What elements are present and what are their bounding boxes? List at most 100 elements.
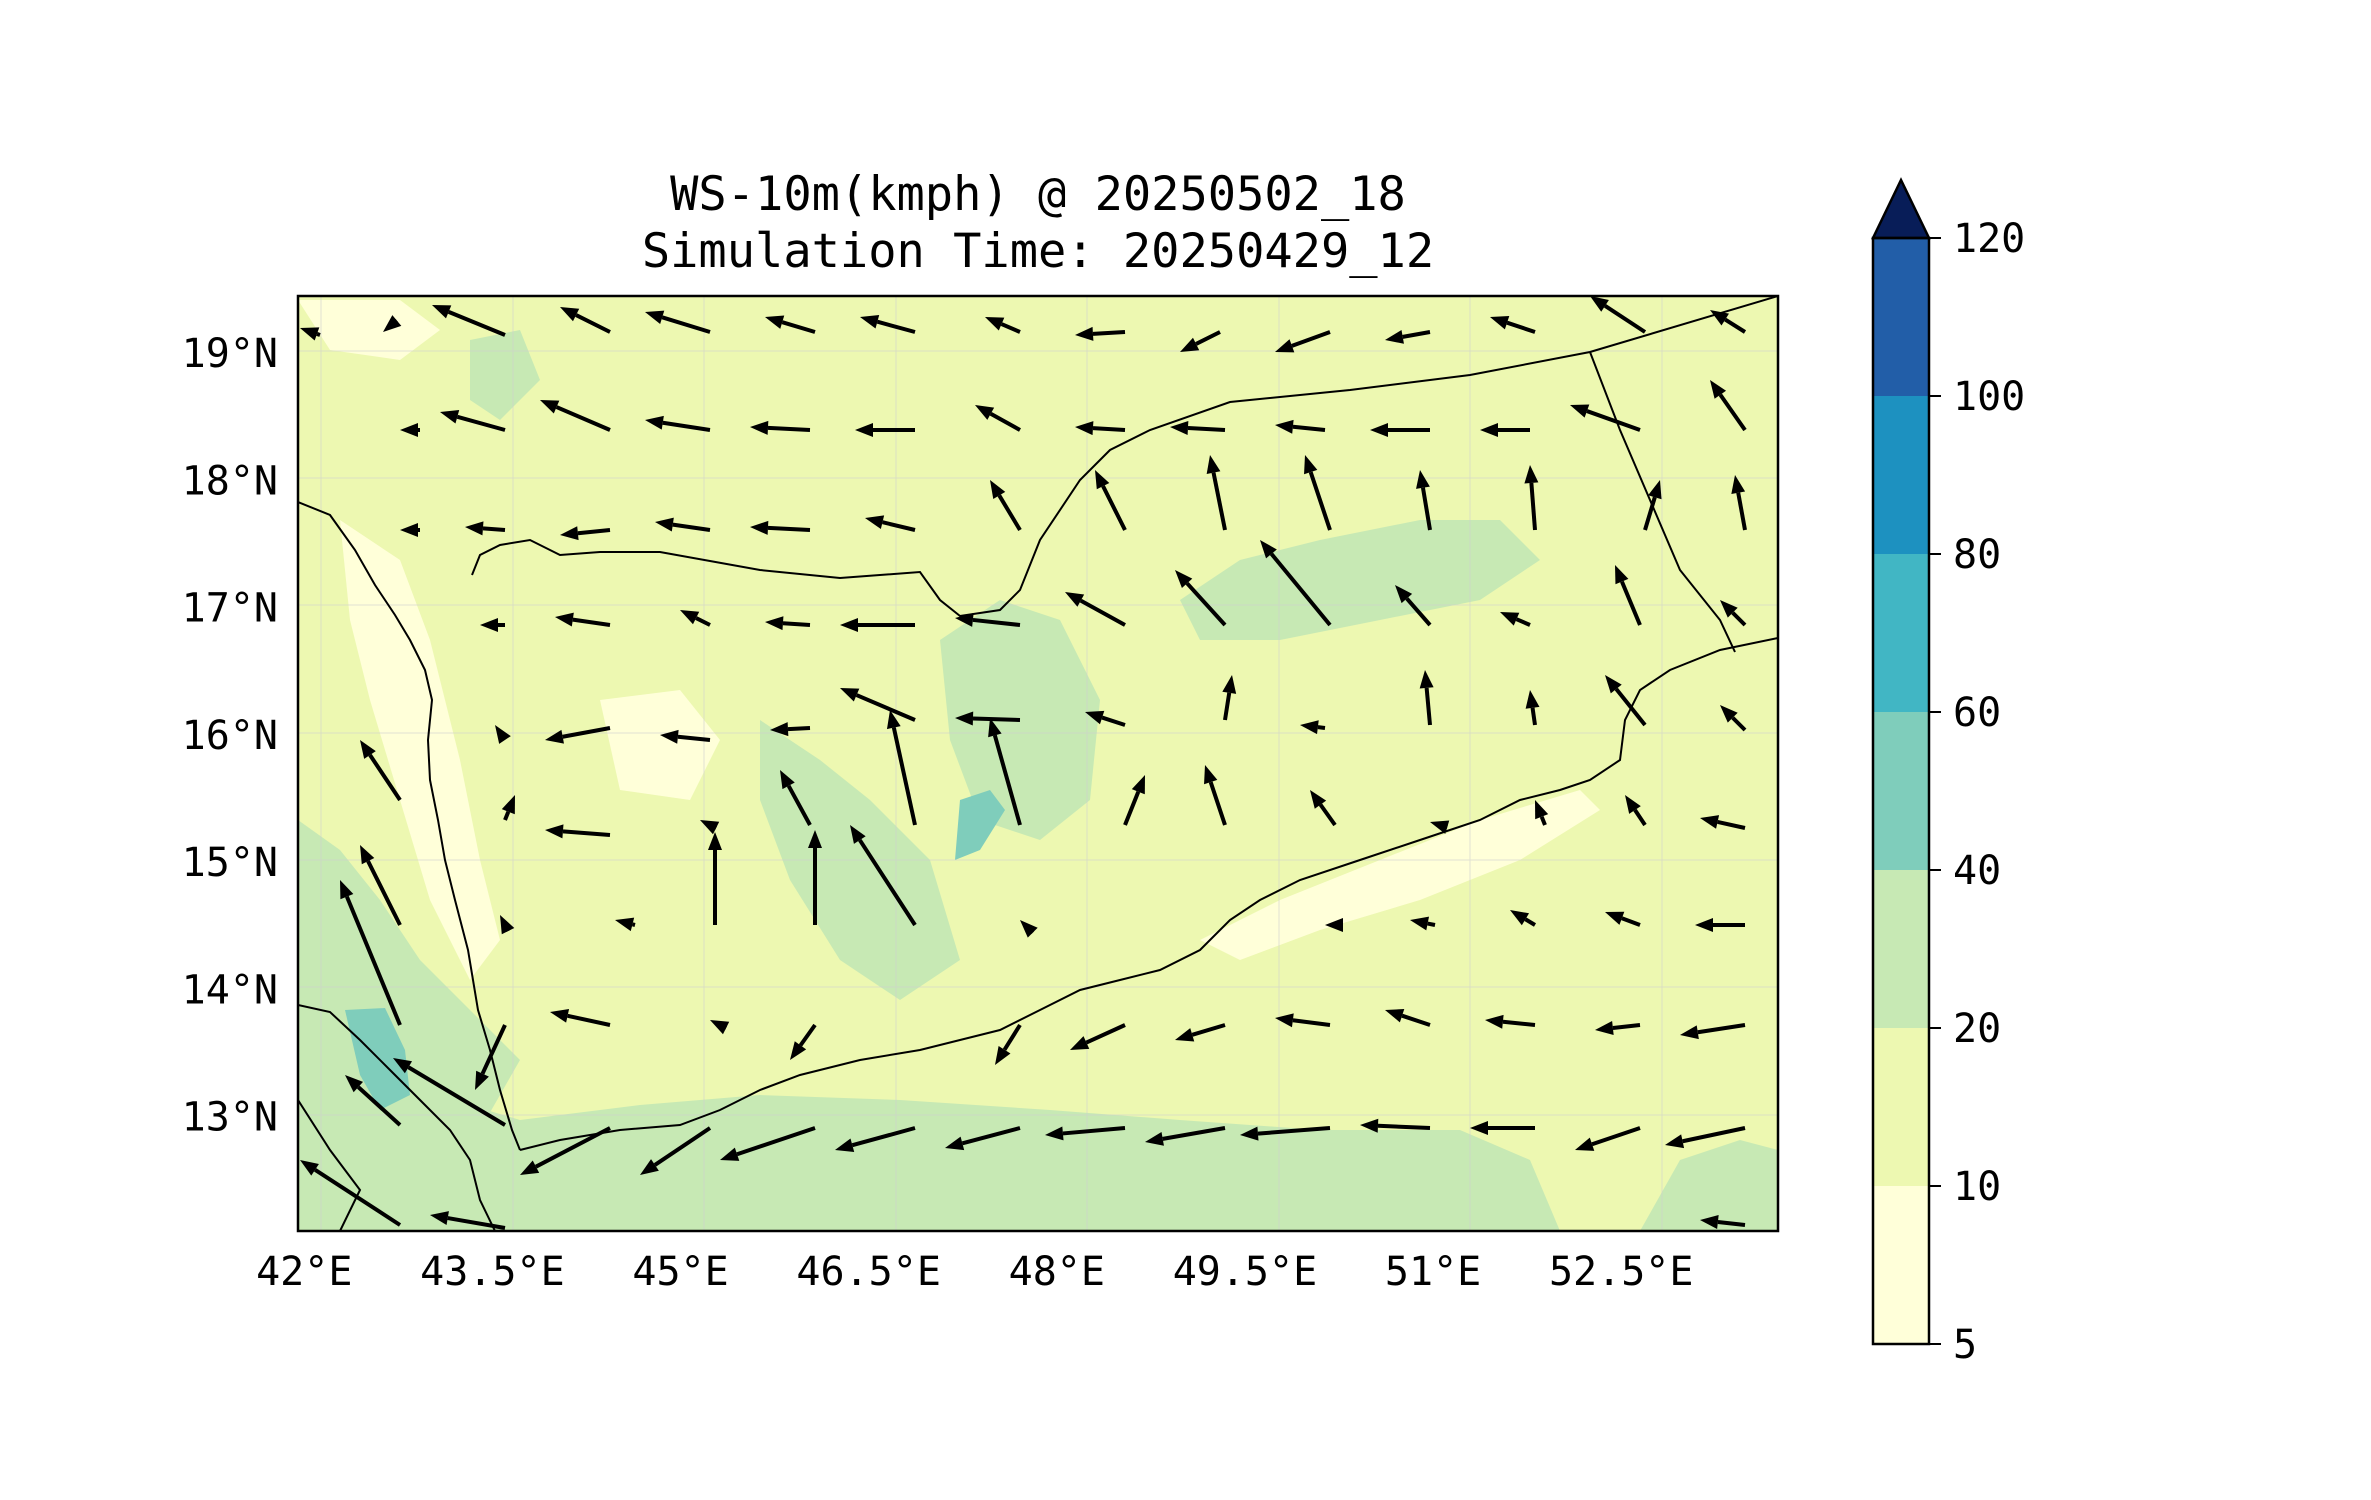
map-frame (296, 294, 1780, 1233)
wind-arrow (1370, 423, 1430, 437)
colorbar-tick-label: 100 (1953, 374, 2025, 420)
wind-arrow (393, 1058, 507, 1127)
wind-arrow (550, 1008, 611, 1027)
wind-arrow (1605, 911, 1641, 927)
contour-band-5-10-tihama (340, 520, 500, 980)
wind-arrow (1720, 600, 1747, 627)
wind-arrow (1310, 790, 1337, 827)
lat-tick-label: 18°N (182, 458, 278, 504)
wind-arrow (645, 310, 711, 334)
wind-arrow (780, 770, 812, 826)
wind-arrow (475, 1024, 507, 1090)
wind-arrow (520, 1126, 611, 1175)
wind-arrow (1075, 421, 1126, 436)
wind-arrow (1145, 1126, 1226, 1146)
wind-arrow (1700, 1215, 1746, 1229)
lat-tick-label: 15°N (182, 840, 278, 886)
wind-arrow (680, 610, 711, 627)
wind-arrow (400, 423, 420, 437)
wind-arrow (1510, 910, 1537, 927)
wind-arrow (1170, 420, 1226, 435)
wind-arrow (1710, 380, 1747, 432)
lon-tick-label: 45°E (632, 1249, 728, 1295)
wind-arrow (990, 480, 1022, 532)
wind-arrow (1020, 920, 1038, 938)
wind-arrow (1275, 419, 1326, 434)
wind-arrow (1204, 765, 1227, 826)
wind-arrow (808, 830, 822, 925)
contour-band-20-40-north (470, 330, 540, 420)
wind-arrow (708, 832, 722, 925)
wind-arrow (988, 718, 1022, 826)
colorbar-tick-label: 120 (1953, 216, 2025, 262)
wind-arrow (1180, 330, 1221, 352)
wind-arrow (400, 523, 420, 537)
contour-band-5-10-gulf (1200, 790, 1600, 960)
lat-tick-label: 13°N (182, 1095, 278, 1141)
wind-arrow (750, 420, 811, 435)
chart-title-line2: Simulation Time: 20250429_12 (642, 224, 1434, 279)
border-eritrea-ethiopia (298, 1099, 362, 1231)
wind-arrow (1260, 540, 1332, 627)
lat-tick-label: 16°N (182, 713, 278, 759)
wind-arrow (495, 725, 511, 744)
wind-arrow (1665, 1126, 1746, 1149)
wind-arrow (765, 315, 816, 334)
wind-arrow (1490, 316, 1536, 334)
lon-tick-label: 43.5°E (420, 1249, 565, 1295)
contour-band-20-40-red-sea (298, 820, 520, 1160)
wind-arrow (1695, 918, 1745, 932)
lon-tick-label: 46.5°E (796, 1249, 941, 1295)
wind-arrow (430, 1211, 506, 1230)
wind-arrow (1485, 1014, 1536, 1029)
wind-arrow (1525, 690, 1540, 726)
contour-band-40-60-red-sea (345, 1008, 410, 1110)
wind-arrow (850, 825, 917, 927)
wind-arrow (1045, 1126, 1126, 1141)
lat-tick-label: 19°N (182, 331, 278, 377)
coastline-gulf-of-aden (519, 637, 1778, 1151)
wind-arrow (340, 880, 402, 1026)
colorbar-frame (1871, 236, 1931, 1346)
wind-arrow (700, 820, 720, 835)
wind-vectors (300, 296, 1747, 1230)
wind-arrow (545, 726, 611, 744)
wind-arrow (480, 618, 505, 632)
wind-arrow (1731, 475, 1747, 531)
wind-arrow (945, 1126, 1021, 1151)
border-yemen-saudi (471, 296, 1778, 618)
wind-arrow (1240, 1126, 1331, 1141)
wind-arrow (660, 729, 711, 744)
contour-band-40-60-plateau (955, 790, 1005, 860)
wind-arrow (1395, 585, 1432, 627)
wind-arrow (1720, 705, 1747, 732)
wind-arrow (383, 315, 402, 332)
wind-arrow (1643, 480, 1662, 531)
colorbar-segment (1873, 554, 1929, 712)
wind-arrow (645, 415, 711, 432)
wind-speed-contours (298, 300, 1778, 1231)
wind-arrow (500, 915, 515, 935)
wind-arrow (1575, 1126, 1641, 1151)
wind-arrow (1304, 455, 1332, 531)
wind-arrow (955, 711, 1021, 726)
wind-arrow (1385, 1009, 1431, 1027)
wind-arrow (1615, 565, 1642, 626)
contour-band-5-10-central (600, 690, 720, 800)
wind-arrow (1430, 820, 1450, 834)
lon-tick-label: 49.5°E (1173, 1249, 1318, 1295)
wind-arrow (1680, 1023, 1746, 1040)
wind-arrow (560, 307, 611, 334)
wind-arrow (835, 1126, 916, 1152)
wind-arrow (501, 795, 515, 821)
wind-arrow (750, 520, 811, 535)
chart-title-line1: WS-10m(kmph) @ 20250502_18 (670, 167, 1406, 222)
colorbar-extend-triangle (1871, 177, 1931, 240)
wind-arrow (1325, 918, 1343, 932)
wind-arrow (1085, 710, 1126, 727)
wind-arrow (855, 423, 915, 437)
longitude-axis: 42°E 43.5°E 45°E 46.5°E 48°E 49.5°E 51°E 52.5°E (256, 1249, 1693, 1295)
wind-arrow (1206, 455, 1227, 531)
wind-arrow (860, 314, 916, 334)
lon-tick-label: 52.5°E (1549, 1249, 1694, 1295)
